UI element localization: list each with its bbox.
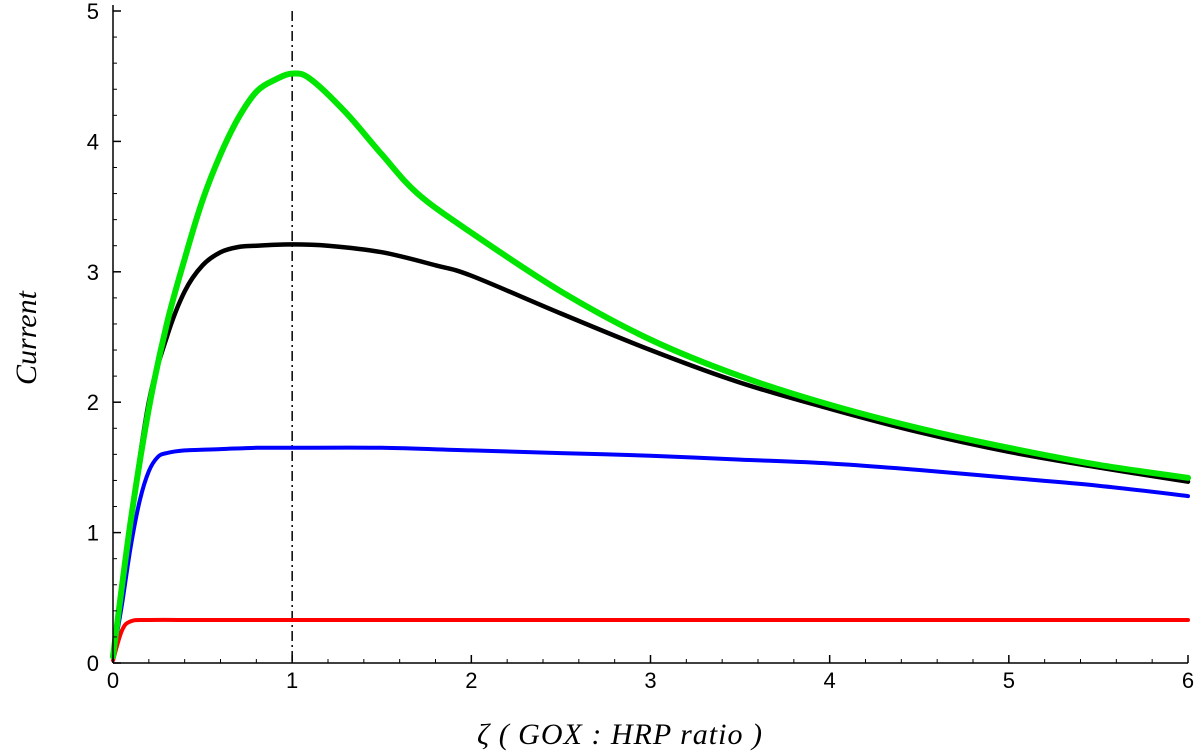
- x-tick-label: 4: [824, 668, 836, 693]
- y-tick-label: 5: [87, 0, 99, 24]
- series-line: [110, 70, 1191, 660]
- series-line: [111, 445, 1190, 659]
- y-tick-label: 4: [87, 129, 99, 154]
- y-tick-label: 3: [87, 260, 99, 285]
- plot-area: [110, 11, 1191, 663]
- series-line: [111, 617, 1190, 663]
- y-axis-label: Current: [10, 290, 43, 385]
- x-tick-label: 1: [286, 668, 298, 693]
- y-tick-label: 1: [87, 521, 99, 546]
- x-tick-label: 2: [465, 668, 477, 693]
- x-tick-label: 6: [1182, 668, 1194, 693]
- y-tick-label: 0: [87, 651, 99, 676]
- y-tick-label: 2: [87, 390, 99, 415]
- axes: 0 1 2 3 4 5 0 1 2 3 4 5 6: [87, 0, 1194, 693]
- x-axis-label: ζ ( GOX : HRP ratio ): [477, 718, 763, 751]
- x-tick-label: 5: [1003, 668, 1015, 693]
- x-tick-label: 3: [644, 668, 656, 693]
- x-tick-label: 0: [107, 668, 119, 693]
